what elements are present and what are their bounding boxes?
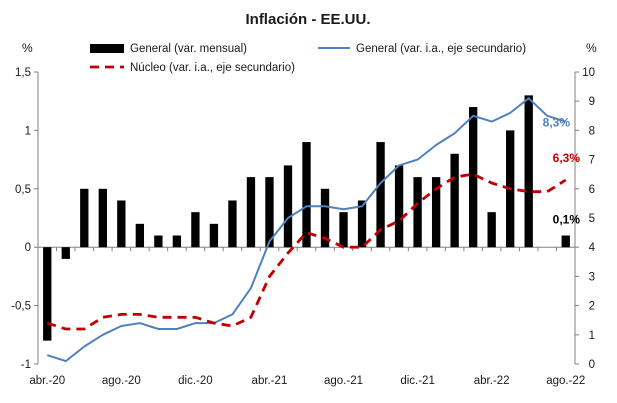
bar (191, 212, 200, 248)
right-tick-label: 8 (589, 125, 595, 137)
bar (431, 177, 441, 248)
right-tick-label: 4 (589, 242, 596, 254)
x-tick-label: abr.-20 (29, 375, 65, 387)
right-axis-unit: % (586, 41, 597, 55)
line-series (46, 97, 567, 363)
x-tick-label: ago.-20 (102, 375, 141, 387)
bar (394, 165, 404, 248)
bar (265, 177, 274, 248)
right-tick-label: 10 (582, 67, 595, 79)
right-tick-label: 6 (589, 184, 595, 196)
x-tick-label: ago.-22 (546, 375, 585, 387)
chart-title: Inflación - EE.UU. (245, 11, 370, 28)
bar (80, 188, 89, 248)
annotation-headline-last: 8,3% (543, 116, 571, 130)
bar (468, 107, 478, 248)
bar (283, 165, 293, 248)
bar (487, 212, 496, 248)
x-tick-label: dic.-21 (400, 375, 435, 387)
right-tick-label: 1 (589, 330, 595, 342)
annotations: 8,3% 6,3% 0,1% (543, 116, 581, 227)
annotation-core-last: 6,3% (553, 151, 581, 165)
x-tick-label: dic.-20 (178, 375, 213, 387)
core-yoy-line (46, 172, 567, 331)
x-tick-label: abr.-22 (474, 375, 510, 387)
legend-label-headline: General (var. i.a., eje secundario) (356, 43, 526, 55)
right-tick-label: 3 (589, 271, 595, 283)
legend-label-core: Núcleo (var. i.a., eje secundario) (130, 62, 295, 74)
headline-yoy-line (46, 97, 566, 363)
left-tick-label: 0 (25, 242, 31, 254)
x-tick-label: ago.-21 (324, 375, 363, 387)
bar (135, 223, 145, 248)
left-tick-label: -0,5 (11, 301, 31, 313)
bar (43, 247, 52, 341)
bar (172, 235, 182, 248)
right-tick-label: 5 (589, 213, 595, 225)
legend: General (var. mensual) General (var. i.a.… (90, 43, 526, 74)
bar (246, 177, 256, 248)
left-tick-label: 1 (25, 125, 31, 137)
left-tick-label: 1,5 (15, 67, 31, 79)
bar (524, 95, 533, 248)
bar (302, 142, 311, 248)
legend-swatch-monthly (90, 44, 124, 53)
bar (209, 223, 219, 248)
bar (450, 153, 459, 248)
x-tick-label: abr.-21 (252, 375, 288, 387)
bar (357, 200, 367, 248)
bar (339, 212, 348, 248)
right-tick-label: 0 (589, 359, 595, 371)
bar (376, 142, 385, 248)
bar (154, 235, 163, 248)
bar (561, 235, 570, 248)
bar-series (43, 95, 570, 341)
left-tick-label: -1 (21, 359, 31, 371)
annotation-monthly-last: 0,1% (553, 213, 581, 227)
axes: -1 -0,5 0 0,5 1 1,5 0 1 2 3 4 5 6 7 8 9 10 abr.-20 ago.-20… (11, 67, 595, 387)
right-tick-label: 2 (589, 301, 595, 313)
left-axis-unit: % (22, 41, 33, 55)
left-tick-label: 0,5 (15, 184, 31, 196)
right-tick-label: 9 (589, 96, 595, 108)
bar (61, 247, 70, 259)
bar (98, 188, 107, 248)
bar (228, 200, 237, 248)
right-tick-label: 7 (589, 155, 595, 167)
bar (320, 188, 330, 248)
bar (117, 200, 126, 248)
bar (413, 177, 422, 248)
legend-label-monthly: General (var. mensual) (130, 43, 247, 55)
